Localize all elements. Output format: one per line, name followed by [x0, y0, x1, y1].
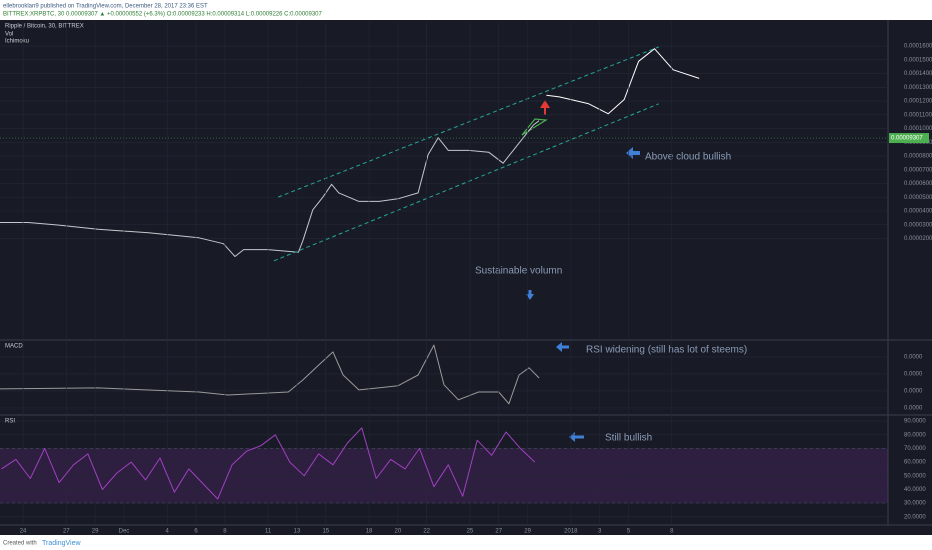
annotation: Above cloud bullish [645, 152, 731, 163]
annotation: RSI widening (still has lot of steems) [586, 345, 747, 356]
author-line: ellebrooklan9 published on TradingView.c… [3, 4, 208, 10]
x-tick-label: 4 [166, 529, 170, 535]
series-line [1, 427, 536, 500]
pane-title: Ripple / Bitcoin, 30, BITTREX [5, 24, 84, 30]
x-tick-label: 27 [63, 529, 70, 535]
series-line [278, 46, 659, 198]
x-tick-label: 20 [395, 529, 402, 535]
series-line [0, 120, 540, 257]
x-tick-label: 27 [495, 529, 502, 535]
y-tick-label: 90.0000 [904, 419, 926, 425]
footer-brand: TradingView [42, 540, 81, 547]
y-tick-label: 0.0000 [904, 406, 923, 412]
x-tick-label: 25 [467, 529, 474, 535]
x-tick-label: 5 [627, 529, 631, 535]
series-line [273, 103, 659, 262]
annotation: Sustainable volumn [475, 266, 562, 277]
symbol-line: BITTREX:XRPBTC, 30 0.00009307 ▲ +0.00000… [3, 12, 322, 18]
x-tick-label: 24 [20, 529, 27, 535]
x-tick-label: 2018 [564, 529, 578, 535]
x-tick-label: 22 [423, 529, 430, 535]
x-tick-label: 29 [92, 529, 99, 535]
y-tick-label: 50.0000 [904, 473, 926, 479]
indicator-label: Vol [5, 32, 13, 38]
series-line [546, 48, 700, 115]
y-tick-label: 20.0000 [904, 514, 926, 520]
x-tick-label: 18 [366, 529, 373, 535]
y-tick-label: 0.0000 [904, 355, 923, 361]
x-tick-label: 6 [194, 529, 198, 535]
x-tick-label: 3 [598, 529, 602, 535]
price-tag [889, 133, 929, 144]
x-tick-label: Dec [119, 529, 130, 535]
triangle-drawing [521, 118, 548, 136]
y-tick-label: 80.0000 [904, 432, 926, 438]
annotation: Still bullish [605, 433, 652, 444]
y-tick-label: 60.0000 [904, 460, 926, 466]
pane-title: RSI [5, 419, 15, 425]
up-arrow-drawing [540, 100, 550, 108]
y-tick-label: 0.0000 [904, 372, 923, 378]
x-tick-label: 11 [265, 529, 272, 535]
x-tick-label: 13 [294, 529, 301, 535]
y-tick-label: 40.0000 [904, 487, 926, 493]
y-tick-label: 70.0000 [904, 446, 926, 452]
price-tag-label: 0.00009307 [891, 136, 923, 142]
footer-background [0, 535, 932, 550]
indicator-label: Ichimoku [5, 39, 29, 45]
footer-created: Created with [3, 541, 37, 547]
x-tick-label: 8 [670, 529, 674, 535]
x-tick-label: 29 [524, 529, 531, 535]
y-tick-label: 0.0000 [904, 389, 923, 395]
x-tick-label: 15 [322, 529, 329, 535]
x-tick-label: 8 [223, 529, 227, 535]
pane-title: MACD [5, 344, 23, 350]
y-tick-label: 30.0000 [904, 501, 926, 507]
chart-background [0, 20, 932, 535]
